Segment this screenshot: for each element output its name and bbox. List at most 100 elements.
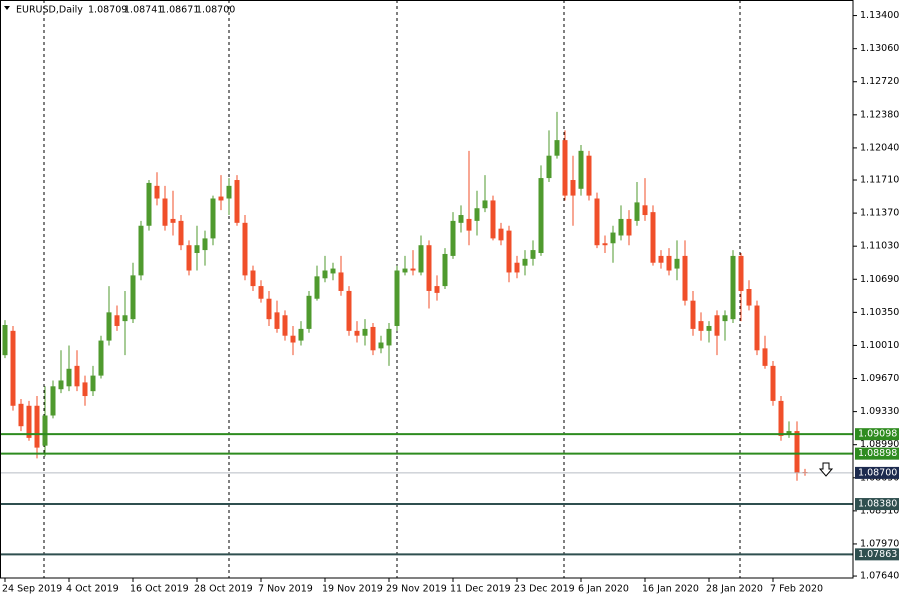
candle-body [746, 289, 752, 306]
price-level-label: 1.08380 [858, 499, 897, 510]
candle-body [658, 255, 664, 263]
ohlc-low: 1.08671 [160, 5, 199, 16]
y-tick-label: 1.11370 [860, 208, 899, 219]
y-tick-label: 1.12380 [860, 109, 899, 120]
candle-body [74, 365, 80, 387]
candle-body [690, 300, 696, 329]
x-tick-label: 24 Sep 2019 [2, 584, 62, 595]
price-level-box [855, 447, 899, 460]
x-tick-label: 23 Dec 2019 [514, 584, 575, 595]
candle-body [146, 182, 152, 226]
candle-body [386, 328, 392, 346]
candle-body [370, 326, 376, 351]
y-tick-label: 1.09330 [860, 406, 899, 417]
candle-body [170, 218, 176, 223]
candle-body [314, 276, 320, 299]
candle-body [98, 340, 104, 376]
y-tick-label: 1.09670 [860, 373, 899, 384]
candle-body [770, 365, 776, 401]
candle-body [58, 380, 64, 390]
y-tick-label: 1.10350 [860, 307, 899, 318]
candle-body [202, 238, 208, 251]
price-level-label: 1.07863 [858, 549, 897, 560]
candle-body [306, 295, 312, 329]
candle-body [738, 255, 744, 291]
candle-body [114, 315, 120, 326]
candle-body [490, 200, 496, 239]
ohlc-high: 1.08741 [124, 5, 163, 16]
y-tick-label: 1.11710 [860, 175, 899, 186]
candle-body [42, 415, 48, 446]
candle-body [186, 245, 192, 271]
candle-body [514, 262, 520, 273]
price-level-label: 1.08898 [858, 448, 897, 459]
y-tick-label: 1.07640 [860, 571, 899, 582]
x-tick-label: 7 Feb 2020 [770, 584, 823, 595]
candle-body [586, 155, 592, 196]
candle-body [354, 330, 360, 336]
candle-body [794, 431, 800, 473]
candle-body [210, 198, 216, 239]
candle-body [682, 255, 688, 301]
price-level-label: 1.09098 [858, 429, 897, 440]
price-level-box [855, 498, 899, 511]
candle-body [290, 335, 296, 343]
candle-body [18, 403, 24, 427]
ohlc-open: 1.08709 [88, 5, 127, 16]
candle-body [714, 315, 720, 336]
candle-body [522, 258, 528, 266]
candle-body [274, 312, 280, 329]
candle-body [602, 243, 608, 246]
candle-body [66, 368, 72, 387]
candle-body [322, 270, 328, 279]
candle-body [626, 218, 632, 236]
x-tick-label: 16 Oct 2019 [130, 584, 189, 595]
candle-body [2, 325, 8, 356]
x-tick-label: 19 Nov 2019 [322, 584, 383, 595]
candle-body [234, 180, 240, 223]
menu-triangle[interactable] [4, 6, 10, 10]
candle-body [434, 286, 440, 293]
candle-body [250, 270, 256, 287]
price-level-box [855, 548, 899, 561]
candle-body [442, 253, 448, 287]
y-tick-label: 1.13400 [860, 10, 899, 21]
y-tick-label: 1.12720 [860, 76, 899, 87]
y-tick-label: 1.10690 [860, 274, 899, 285]
candle-body [778, 400, 784, 436]
y-tick-label: 1.07970 [860, 538, 899, 549]
candle-body [162, 198, 168, 226]
candle-body [610, 232, 616, 244]
candle-body [194, 245, 200, 253]
candle-body [282, 315, 288, 336]
candle-body [530, 250, 536, 259]
candle-body [410, 268, 416, 271]
plot-frame [0, 0, 854, 579]
candle-body [754, 305, 760, 351]
candle-body [562, 140, 568, 196]
candle-body [450, 220, 456, 256]
candle-body [378, 342, 384, 349]
x-tick-label: 28 Oct 2019 [194, 584, 253, 595]
y-tick-label: 1.08990 [860, 439, 899, 450]
candle-body [402, 268, 408, 273]
candle-body [226, 185, 232, 199]
candle-body [258, 286, 264, 299]
candle-body [426, 245, 432, 291]
candle-body [154, 185, 160, 199]
ohlc-close: 1.08700 [196, 5, 235, 16]
candle-body [706, 325, 712, 331]
candle-body [554, 140, 560, 156]
price-level-box [855, 428, 899, 441]
candle-body [298, 328, 304, 341]
sell-arrow [818, 462, 834, 477]
candle-body [130, 275, 136, 320]
candle-body [242, 222, 248, 276]
candle-body [90, 375, 96, 392]
candle-body [786, 431, 792, 434]
candle-body [730, 255, 736, 320]
y-tick-label: 1.12040 [860, 142, 899, 153]
candle-body [82, 382, 88, 397]
candle-body [722, 315, 728, 322]
